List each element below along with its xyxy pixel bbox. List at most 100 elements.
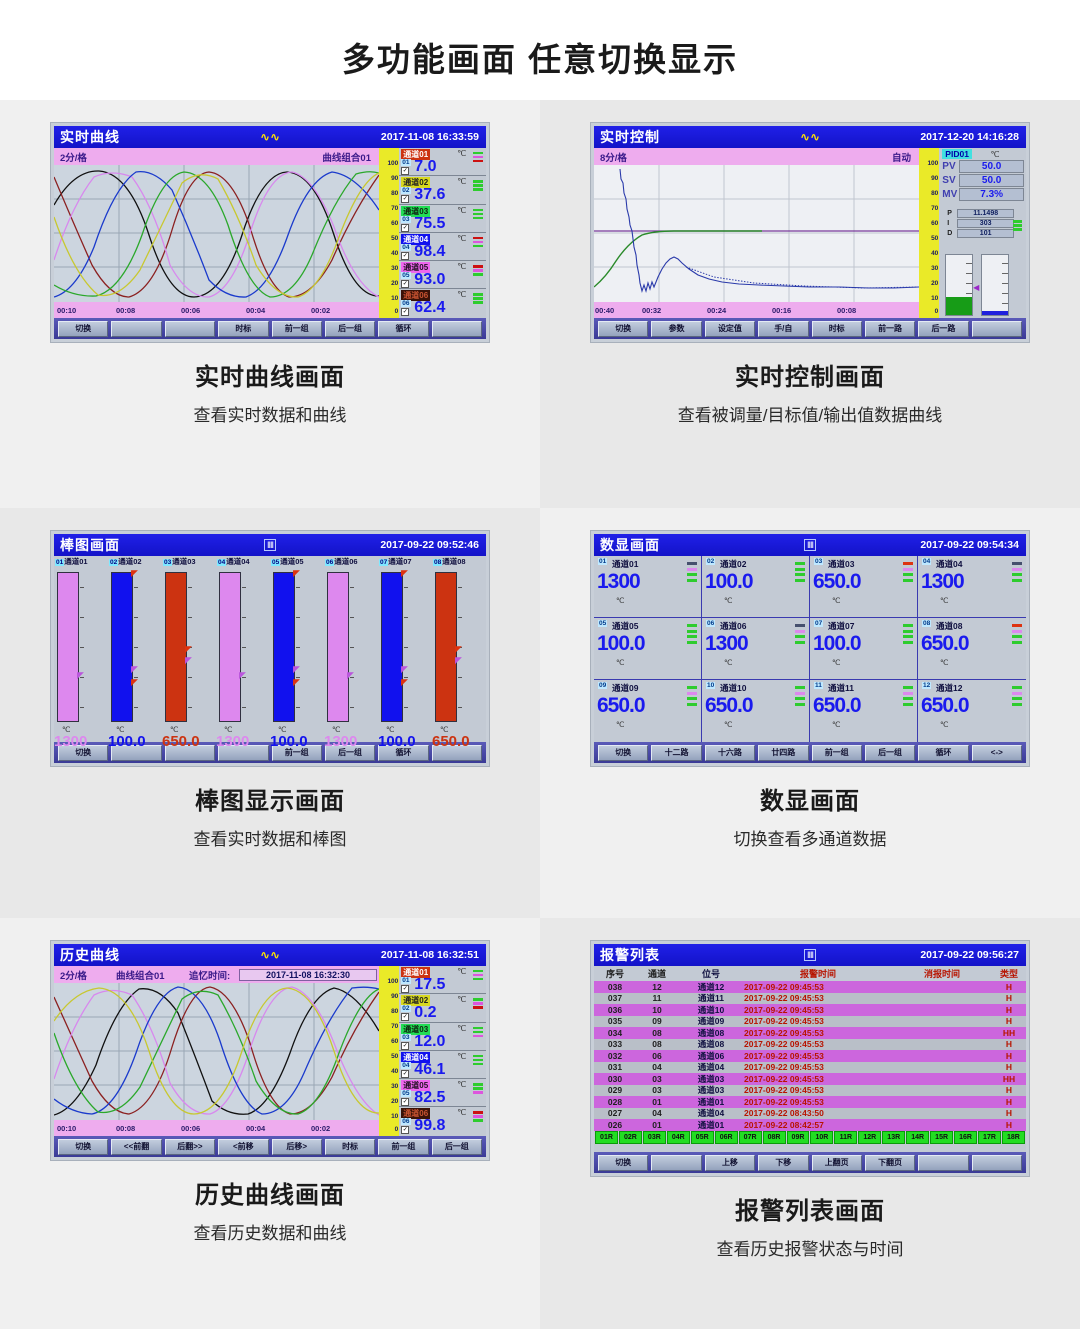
btn-cycle[interactable]: 循环 bbox=[378, 744, 429, 761]
btn-move-down[interactable]: 下移 bbox=[758, 1154, 809, 1171]
channel-row[interactable]: 通道01 ℃ 01 ✓ 7.0 bbox=[399, 148, 486, 177]
digital-cell[interactable]: 04 通道04 1300 ℃ bbox=[918, 556, 1026, 618]
i-value[interactable]: 303 bbox=[957, 219, 1014, 228]
btn-timemark[interactable]: 时标 bbox=[324, 1138, 376, 1155]
digital-cell[interactable]: 12 通道12 650.0 ℃ bbox=[918, 680, 1026, 742]
btn-setpoint[interactable]: 设定值 bbox=[704, 320, 756, 337]
btn-blank-3[interactable] bbox=[971, 1154, 1022, 1171]
btn-page-down[interactable]: 下翻页 bbox=[864, 1154, 916, 1171]
btn-switch[interactable]: 切换 bbox=[58, 744, 109, 761]
relay-indicator[interactable]: 08R bbox=[762, 1130, 786, 1144]
sv-value[interactable]: 50.0 bbox=[959, 174, 1024, 187]
btn-shift-back[interactable]: <前移 bbox=[218, 1138, 269, 1155]
btn-blank-1[interactable] bbox=[111, 320, 162, 337]
btn-switch[interactable]: 切换 bbox=[58, 320, 109, 337]
btn-prev-loop[interactable]: 前一路 bbox=[864, 320, 916, 337]
history-plot-area[interactable] bbox=[54, 983, 379, 1120]
btn-blank-1[interactable] bbox=[651, 1154, 702, 1171]
relay-indicator[interactable]: 01R bbox=[595, 1130, 618, 1144]
table-row[interactable]: 029 03 通道03 2017-09-22 09:45:53 H bbox=[594, 1084, 1026, 1096]
table-row[interactable]: 036 10 通道10 2017-09-22 09:45:53 H bbox=[594, 1004, 1026, 1016]
btn-shift-forward[interactable]: 后移> bbox=[271, 1138, 322, 1155]
relay-indicator[interactable]: 07R bbox=[738, 1130, 762, 1144]
bar-column[interactable]: 08通道08 ◤ ◤ ℃ 650.0 bbox=[432, 557, 486, 750]
btn-switch[interactable]: 切换 bbox=[58, 1138, 109, 1155]
btn-page-back[interactable]: <<前翻 bbox=[111, 1138, 162, 1155]
control-plot-area[interactable] bbox=[594, 165, 919, 302]
digital-cell[interactable]: 08 通道08 650.0 ℃ bbox=[918, 618, 1026, 680]
channel-checkbox[interactable]: ✓ bbox=[401, 308, 410, 317]
pid-row-sv[interactable]: SV 50.0 bbox=[942, 174, 1024, 187]
btn-blank-4[interactable] bbox=[431, 744, 482, 761]
btn-move-up[interactable]: 上移 bbox=[704, 1154, 756, 1171]
table-row[interactable]: 028 01 通道01 2017-09-22 09:45:53 H bbox=[594, 1096, 1026, 1108]
btn-switch[interactable]: 切换 bbox=[598, 1154, 649, 1171]
channel-checkbox[interactable]: ✓ bbox=[401, 223, 410, 232]
channel-row[interactable]: 通道06 ℃ 06 ✓ 99.8 bbox=[399, 1107, 486, 1135]
table-row[interactable]: 030 03 通道03 2017-09-22 09:45:53 HH bbox=[594, 1073, 1026, 1085]
channel-row[interactable]: 通道04 ℃ 04 ✓ 98.4 bbox=[399, 233, 486, 262]
btn-16-channel[interactable]: 十六路 bbox=[704, 744, 756, 761]
relay-indicator[interactable]: 04R bbox=[666, 1130, 690, 1144]
relay-indicator[interactable]: 09R bbox=[786, 1130, 810, 1144]
btn-blank-1[interactable] bbox=[971, 320, 1022, 337]
channel-checkbox[interactable]: ✓ bbox=[401, 280, 410, 289]
btn-blank-2[interactable] bbox=[164, 744, 216, 761]
channel-row[interactable]: 通道03 ℃ 03 ✓ 12.0 bbox=[399, 1023, 486, 1051]
channel-checkbox[interactable]: ✓ bbox=[401, 985, 410, 993]
table-row[interactable]: 032 06 通道06 2017-09-22 09:45:53 H bbox=[594, 1050, 1026, 1062]
curve-plot-area[interactable] bbox=[54, 165, 379, 302]
btn-cycle[interactable]: 循环 bbox=[378, 320, 429, 337]
table-row[interactable]: 038 12 通道12 2017-09-22 09:45:53 H bbox=[594, 981, 1026, 993]
channel-checkbox[interactable]: ✓ bbox=[401, 1098, 410, 1107]
bar-column[interactable]: 05通道05 ◤ ◤ ◤ ℃ 100.0 bbox=[270, 557, 324, 750]
btn-blank-1[interactable] bbox=[111, 744, 162, 761]
btn-params[interactable]: 参数 bbox=[651, 320, 702, 337]
table-row[interactable]: 034 08 通道08 2017-09-22 09:45:53 HH bbox=[594, 1027, 1026, 1039]
btn-blank-3[interactable] bbox=[218, 744, 269, 761]
digital-cell[interactable]: 06 通道06 1300 ℃ bbox=[702, 618, 810, 680]
btn-switch[interactable]: 切换 bbox=[598, 744, 649, 761]
digital-cell[interactable]: 09 通道09 650.0 ℃ bbox=[594, 680, 702, 742]
digital-cell[interactable]: 01 通道01 1300 ℃ bbox=[594, 556, 702, 618]
btn-page-forward[interactable]: 后翻>> bbox=[164, 1138, 216, 1155]
channel-row[interactable]: 通道06 ℃ 06 ✓ 62.4 bbox=[399, 289, 486, 317]
channel-row[interactable]: 通道05 ℃ 05 ✓ 93.0 bbox=[399, 261, 486, 290]
btn-next-group[interactable]: 后一组 bbox=[324, 320, 376, 337]
btn-next-group[interactable]: 后一组 bbox=[431, 1138, 482, 1155]
btn-timemark[interactable]: 时标 bbox=[811, 320, 862, 337]
relay-indicator[interactable]: 15R bbox=[930, 1130, 954, 1144]
btn-next-group[interactable]: 后一组 bbox=[864, 744, 916, 761]
btn-toggle-arrows[interactable]: <-> bbox=[971, 744, 1022, 761]
relay-indicator[interactable]: 17R bbox=[978, 1130, 1001, 1144]
btn-blank-2[interactable] bbox=[918, 1154, 969, 1171]
table-row[interactable]: 033 08 通道08 2017-09-22 09:45:53 H bbox=[594, 1038, 1026, 1050]
table-row[interactable]: 031 04 通道04 2017-09-22 09:45:53 H bbox=[594, 1061, 1026, 1073]
channel-checkbox[interactable]: ✓ bbox=[401, 1041, 410, 1050]
btn-switch[interactable]: 切换 bbox=[598, 320, 649, 337]
channel-row[interactable]: 通道01 ℃ 01 ✓ 17.5 bbox=[399, 966, 486, 995]
d-value[interactable]: 101 bbox=[957, 229, 1014, 238]
bar-column[interactable]: 06通道06 ◤ ℃ 1300 bbox=[324, 557, 378, 750]
relay-indicator[interactable]: 18R bbox=[1001, 1130, 1025, 1144]
relay-indicator[interactable]: 02R bbox=[618, 1130, 642, 1144]
channel-row[interactable]: 通道04 ℃ 04 ✓ 46.1 bbox=[399, 1051, 486, 1080]
btn-12-channel[interactable]: 十二路 bbox=[651, 744, 702, 761]
table-row[interactable]: 035 09 通道09 2017-09-22 09:45:53 H bbox=[594, 1015, 1026, 1027]
btn-cycle[interactable]: 循环 bbox=[918, 744, 969, 761]
relay-indicator[interactable]: 03R bbox=[642, 1130, 666, 1144]
digital-cell[interactable]: 11 通道11 650.0 ℃ bbox=[810, 680, 918, 742]
channel-checkbox[interactable]: ✓ bbox=[401, 1126, 410, 1135]
p-value[interactable]: 11.1498 bbox=[957, 209, 1014, 218]
channel-checkbox[interactable]: ✓ bbox=[401, 167, 410, 175]
channel-checkbox[interactable]: ✓ bbox=[401, 1013, 410, 1022]
relay-indicator[interactable]: 14R bbox=[906, 1130, 930, 1144]
channel-row[interactable]: 通道05 ℃ 05 ✓ 82.5 bbox=[399, 1079, 486, 1108]
bar-column[interactable]: 01通道01 ◤ ℃ 1300 bbox=[54, 557, 108, 750]
bar-column[interactable]: 03通道03 ◤ ◤ ℃ 650.0 bbox=[162, 557, 216, 750]
btn-24-channel[interactable]: 廿四路 bbox=[758, 744, 809, 761]
digital-cell[interactable]: 10 通道10 650.0 ℃ bbox=[702, 680, 810, 742]
btn-prev-group[interactable]: 前一组 bbox=[378, 1138, 429, 1155]
btn-blank-3[interactable] bbox=[431, 320, 482, 337]
digital-cell[interactable]: 07 通道07 100.0 ℃ bbox=[810, 618, 918, 680]
